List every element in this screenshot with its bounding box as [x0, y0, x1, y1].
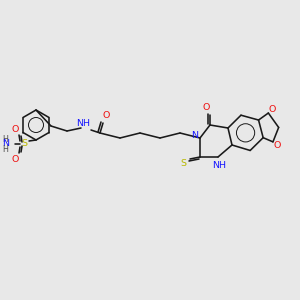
Text: H: H [2, 145, 8, 154]
Text: N: N [2, 140, 10, 148]
Text: O: O [102, 112, 110, 121]
Text: O: O [269, 104, 276, 113]
Text: H: H [2, 134, 8, 143]
Text: N: N [191, 130, 199, 140]
Text: O: O [11, 154, 19, 164]
Text: NH: NH [76, 119, 90, 128]
Text: NH: NH [212, 160, 226, 169]
Text: O: O [202, 103, 210, 112]
Text: O: O [273, 141, 280, 150]
Text: O: O [11, 125, 19, 134]
Text: S: S [180, 158, 186, 167]
Text: S: S [21, 140, 27, 148]
